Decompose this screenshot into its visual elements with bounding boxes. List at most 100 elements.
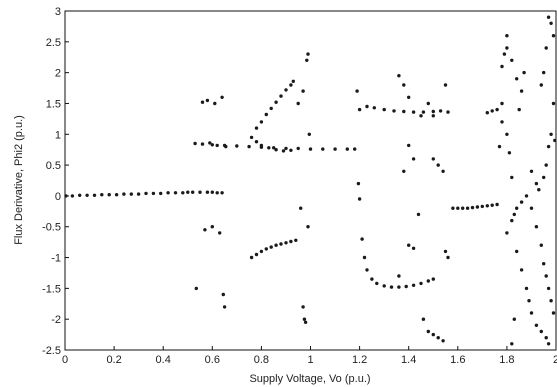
data-point bbox=[222, 143, 227, 148]
data-point bbox=[421, 317, 426, 321]
data-point bbox=[461, 206, 465, 210]
y-axis-ticks: -2.5 -2 -1.5 -1 -0.5 0 0.5 1 1.5 2 2.5 3 bbox=[42, 6, 69, 357]
data-point bbox=[551, 101, 556, 106]
data-point bbox=[534, 181, 539, 186]
data-point bbox=[370, 277, 374, 281]
data-point bbox=[411, 283, 416, 287]
data-point bbox=[529, 206, 534, 210]
data-point bbox=[505, 132, 509, 136]
data-point bbox=[544, 46, 548, 50]
data-point bbox=[544, 163, 548, 167]
data-point bbox=[534, 225, 539, 229]
data-point bbox=[193, 141, 197, 146]
data-point bbox=[306, 225, 310, 229]
data-point bbox=[235, 144, 239, 148]
y-tick-label: 1 bbox=[55, 129, 61, 141]
data-point bbox=[222, 305, 227, 309]
data-point bbox=[274, 148, 278, 152]
data-point bbox=[308, 147, 313, 151]
data-point bbox=[505, 231, 509, 235]
data-point bbox=[307, 132, 311, 136]
data-point bbox=[426, 279, 430, 283]
data-point bbox=[284, 88, 288, 92]
data-point bbox=[249, 135, 254, 140]
data-point bbox=[299, 206, 303, 210]
data-point bbox=[259, 120, 264, 124]
data-point bbox=[291, 79, 295, 84]
data-point bbox=[475, 205, 480, 209]
data-point bbox=[284, 146, 288, 151]
data-point bbox=[519, 89, 524, 93]
data-point bbox=[551, 311, 556, 315]
x-tick-label: 1 bbox=[307, 354, 313, 366]
data-point bbox=[254, 252, 259, 257]
data-point bbox=[274, 100, 278, 104]
data-point bbox=[107, 193, 111, 197]
data-point bbox=[515, 77, 519, 81]
x-tick-label: 1.4 bbox=[401, 354, 416, 366]
y-tick-label: 0.5 bbox=[46, 160, 61, 172]
data-point bbox=[441, 169, 445, 173]
data-point bbox=[372, 106, 376, 110]
data-point bbox=[129, 192, 133, 196]
data-point bbox=[254, 126, 259, 130]
y-tick-label: 0 bbox=[55, 191, 61, 203]
data-point bbox=[500, 101, 504, 106]
data-point bbox=[301, 89, 305, 93]
x-tick-label: 1.2 bbox=[352, 354, 367, 366]
data-point bbox=[544, 274, 548, 278]
data-point bbox=[534, 323, 539, 327]
data-point bbox=[446, 255, 450, 260]
data-point bbox=[546, 15, 551, 19]
data-point bbox=[436, 336, 440, 340]
data-point bbox=[512, 317, 516, 321]
data-point bbox=[267, 146, 271, 150]
data-point bbox=[510, 58, 514, 62]
plot-area bbox=[64, 10, 557, 351]
data-point bbox=[159, 191, 163, 196]
data-point bbox=[411, 157, 416, 161]
data-point bbox=[539, 329, 543, 334]
data-point bbox=[259, 143, 264, 148]
data-point bbox=[456, 206, 460, 210]
data-point bbox=[539, 243, 543, 247]
data-point bbox=[357, 107, 362, 112]
data-point bbox=[546, 144, 551, 149]
data-point bbox=[272, 146, 276, 150]
data-point bbox=[407, 143, 411, 148]
data-point bbox=[289, 148, 293, 152]
y-tick-label: -0.5 bbox=[42, 222, 61, 234]
data-point bbox=[305, 58, 309, 62]
data-point bbox=[517, 107, 521, 112]
data-point bbox=[220, 191, 224, 195]
data-point bbox=[527, 299, 531, 303]
data-point bbox=[136, 192, 141, 196]
data-point bbox=[441, 339, 445, 343]
y-tick-label: -2.5 bbox=[42, 345, 61, 357]
data-point bbox=[451, 206, 455, 210]
data-point bbox=[220, 95, 224, 100]
data-point bbox=[215, 143, 219, 148]
data-point bbox=[100, 193, 104, 197]
x-tick-label: 1.6 bbox=[450, 354, 465, 366]
data-point bbox=[389, 285, 394, 289]
y-tick-label: -1.5 bbox=[42, 283, 61, 295]
data-point bbox=[213, 101, 217, 106]
data-point bbox=[465, 206, 470, 210]
data-point bbox=[397, 274, 401, 278]
data-point bbox=[205, 190, 210, 194]
data-point bbox=[497, 144, 502, 149]
data-point bbox=[365, 104, 369, 109]
data-point bbox=[151, 191, 156, 196]
data-point bbox=[524, 286, 529, 291]
data-point bbox=[421, 110, 426, 114]
data-point bbox=[210, 225, 214, 229]
data-point bbox=[173, 191, 178, 195]
data-point bbox=[303, 320, 308, 324]
data-point bbox=[362, 255, 367, 260]
data-point bbox=[306, 52, 310, 56]
data-point bbox=[259, 249, 264, 254]
data-point bbox=[203, 228, 207, 232]
data-point bbox=[510, 175, 514, 180]
y-tick-label: -1 bbox=[51, 253, 61, 265]
